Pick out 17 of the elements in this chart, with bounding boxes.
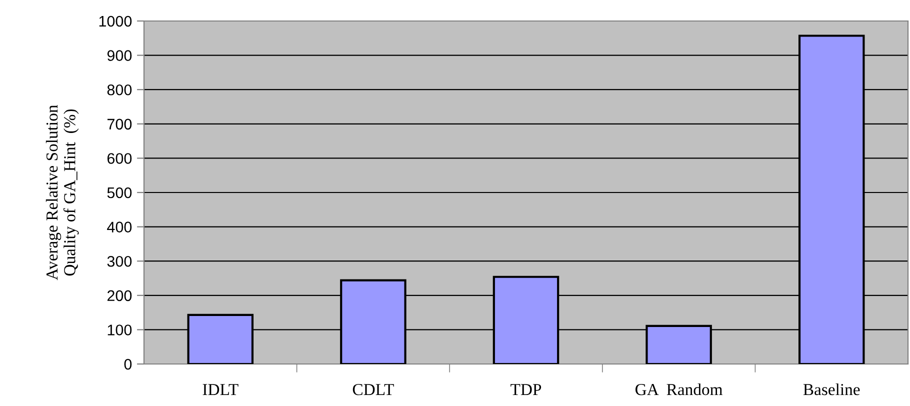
y-tick-label: 100	[108, 324, 132, 336]
y-axis-title: Average Relative Solution Quality of GA_Hint (%)	[46, 104, 79, 280]
x-tick-label: GA Random	[636, 383, 723, 396]
y-tick-label: 500	[107, 187, 132, 198]
x-tick-label: CDLT	[352, 384, 394, 396]
x-tick-label: TDP	[510, 384, 542, 396]
y-tick-label: 200	[107, 290, 132, 302]
x-tick-label: IDLT	[202, 384, 238, 396]
y-tick-label: 600	[107, 153, 132, 164]
y-tick-label: 0	[124, 358, 132, 370]
y-tick-label: 400	[107, 222, 132, 232]
y-tick-label: 800	[107, 84, 132, 96]
y-tick-label: 700	[107, 118, 132, 130]
x-tick-label: Baseline	[803, 383, 860, 396]
y-tick-label: 300	[107, 256, 132, 267]
y-tick-label: 1000	[99, 16, 132, 27]
y-tick-label: 900	[107, 50, 132, 61]
